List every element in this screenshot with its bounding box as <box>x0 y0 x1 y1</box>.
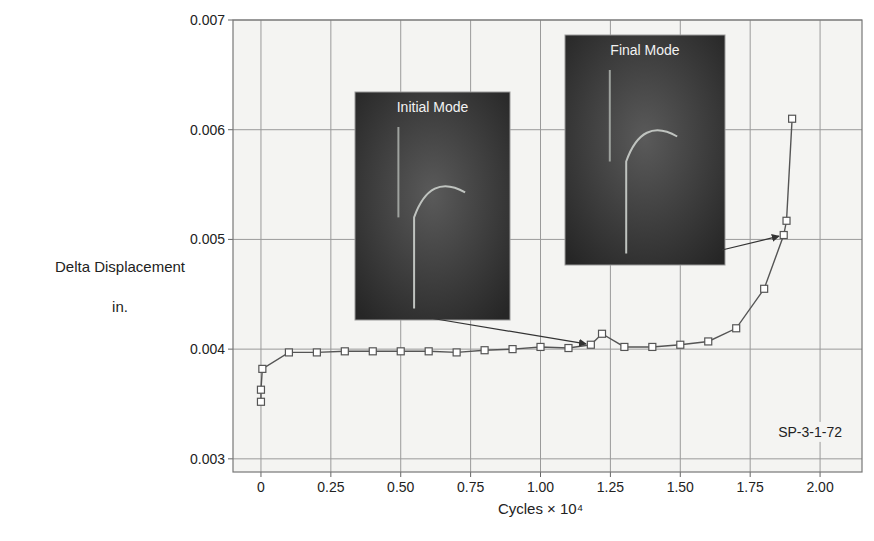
x-tick-label: 1.75 <box>737 479 764 495</box>
x-tick-label: 0.75 <box>457 479 484 495</box>
data-point <box>621 343 628 350</box>
data-point <box>537 343 544 350</box>
tick <box>228 349 233 350</box>
x-tick-label: 1.25 <box>597 479 624 495</box>
data-point <box>780 232 787 239</box>
data-point <box>761 285 768 292</box>
tick <box>820 472 821 477</box>
annotation-label: Initial Mode <box>397 99 469 115</box>
x-tick-label: 2.00 <box>806 479 833 495</box>
data-point <box>257 386 264 393</box>
data-point <box>789 115 796 122</box>
tick <box>228 129 233 130</box>
tick <box>400 472 401 477</box>
plot-area <box>233 20 862 472</box>
tick <box>610 472 611 477</box>
grid-line <box>750 20 751 472</box>
grid-line <box>820 20 821 472</box>
x-tick-label: 0.50 <box>387 479 414 495</box>
tick <box>228 239 233 240</box>
grid-line <box>233 349 862 350</box>
data-point <box>313 349 320 356</box>
data-point <box>677 341 684 348</box>
tick <box>470 472 471 477</box>
crack-trace <box>397 127 399 217</box>
data-point <box>453 349 460 356</box>
data-point <box>341 348 348 355</box>
mode-photo <box>565 35 725 265</box>
tick <box>540 472 541 477</box>
tick <box>680 472 681 477</box>
mode-photo <box>355 92 510 320</box>
tick <box>228 458 233 459</box>
plot-frame <box>233 20 862 472</box>
tick <box>750 472 751 477</box>
x-axis-title: Cycles × 10⁴ <box>498 500 583 517</box>
y-axis-title: Delta Displacement <box>55 258 186 275</box>
annotation-arrow <box>430 318 586 344</box>
specimen-label: SP-3-1-72 <box>778 424 842 440</box>
y-tick-label: 0.007 <box>190 12 225 28</box>
data-point <box>733 325 740 332</box>
data-point <box>259 365 266 372</box>
crack-trace <box>626 130 677 253</box>
data-point <box>705 338 712 345</box>
annotation-arrow <box>722 236 779 250</box>
x-tick-label: 0 <box>257 479 265 495</box>
data-point <box>369 348 376 355</box>
data-point <box>481 347 488 354</box>
tick <box>228 20 233 21</box>
grid-line <box>233 458 862 459</box>
x-tick-label: 0.25 <box>317 479 344 495</box>
data-point <box>425 348 432 355</box>
annotation-label: Final Mode <box>610 42 679 58</box>
y-tick-label: 0.006 <box>190 122 225 138</box>
data-point <box>509 346 516 353</box>
data-point <box>783 217 790 224</box>
tick <box>260 472 261 477</box>
label-patch <box>775 422 845 442</box>
crack-trace <box>609 70 611 162</box>
crack-trace <box>414 186 465 308</box>
grid-line <box>330 20 331 472</box>
data-point <box>285 349 292 356</box>
data-point <box>587 341 594 348</box>
x-tick-label: 1.00 <box>527 479 554 495</box>
data-point <box>257 398 264 405</box>
grid-line <box>233 129 862 130</box>
tick <box>330 472 331 477</box>
data-point <box>397 348 404 355</box>
y-tick-label: 0.004 <box>190 341 225 357</box>
y-axis-unit: in. <box>112 298 128 315</box>
x-tick-label: 1.50 <box>667 479 694 495</box>
y-tick-label: 0.003 <box>190 451 225 467</box>
chart: 0 0.25 0.50 0.75 1.00 1.25 1.50 1.75 2.00 0.003 0.… <box>0 0 874 541</box>
data-point <box>649 343 656 350</box>
data-point <box>599 330 606 337</box>
background <box>0 0 874 541</box>
y-tick-label: 0.005 <box>190 231 225 247</box>
data-point <box>565 345 572 352</box>
grid-line <box>540 20 541 472</box>
